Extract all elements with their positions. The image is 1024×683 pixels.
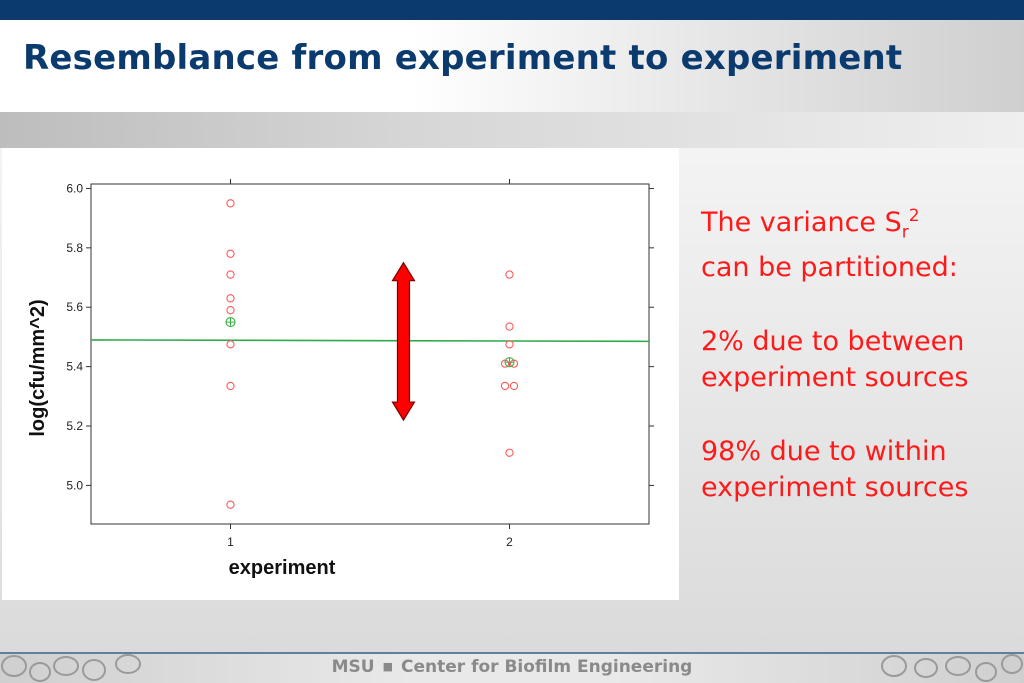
top-bar <box>0 0 1024 20</box>
scatter-chart: 5.0 5.2 5.4 5.6 5.8 6.0 1 2 experiment log(cfu/mm… <box>27 179 654 579</box>
footer-separator: ■ <box>382 660 394 673</box>
y-axis-label: log(cfu/mm^2) <box>27 299 49 436</box>
data-point <box>509 381 519 391</box>
variance-line-2: can be partitioned: <box>701 252 958 284</box>
data-point <box>505 270 514 279</box>
data-point <box>226 340 235 349</box>
y-tick-label: 5.2 <box>66 419 83 433</box>
y-tick-label: 6.0 <box>66 181 83 195</box>
title-header <box>0 20 1024 112</box>
biofilm-cells-right-icon <box>881 654 1023 682</box>
data-point <box>505 322 514 331</box>
data-point <box>226 500 235 509</box>
slide-title: Resemblance from experiment to experimen… <box>23 38 903 78</box>
y-tick-label: 5.0 <box>66 478 83 492</box>
x-tick-label: 1 <box>227 535 234 549</box>
variance-superscript: 2 <box>908 206 920 226</box>
variance-symbol-label: The variance S <box>701 207 902 238</box>
within-line-2: experiment sources <box>701 472 969 504</box>
footer-center-name: Center for Biofilm Engineering <box>401 657 693 677</box>
variance-subscript: r <box>901 222 909 243</box>
data-point <box>226 306 235 315</box>
x-axis-label: experiment <box>229 557 336 579</box>
data-point <box>226 270 235 279</box>
data-point <box>226 294 235 303</box>
data-point <box>505 340 514 349</box>
within-line-1: 98% due to within <box>701 436 947 468</box>
footer-bar <box>0 652 1024 683</box>
double-arrow <box>391 261 416 422</box>
variance-text: The variance Sr2 can be partitioned: 2% … <box>701 198 1021 506</box>
between-line-1: 2% due to between <box>701 326 965 358</box>
title-band <box>0 112 1024 148</box>
overall-mean-line <box>90 339 650 343</box>
data-point <box>226 381 235 391</box>
data-point <box>505 448 514 457</box>
data-point <box>500 381 510 391</box>
y-tick-label: 5.8 <box>66 241 83 255</box>
footer-msu: MSU <box>331 657 375 677</box>
chart-panel: 5.0 5.2 5.4 5.6 5.8 6.0 1 2 experiment log(cfu/mm… <box>2 148 679 600</box>
biofilm-cells-left-icon <box>1 654 141 682</box>
data-point <box>226 249 235 258</box>
footer-text: MSU ■ Center for Biofilm Engineering <box>0 657 1024 677</box>
between-line-2: experiment sources <box>701 362 969 394</box>
variance-line-1: The variance Sr2 <box>701 198 1021 250</box>
y-tick-label: 5.6 <box>66 300 83 314</box>
footer-divider <box>0 652 1024 654</box>
y-tick-label: 5.4 <box>66 360 83 374</box>
plot-area <box>90 183 650 525</box>
x-tick-label: 2 <box>506 535 513 549</box>
data-point <box>226 199 235 208</box>
